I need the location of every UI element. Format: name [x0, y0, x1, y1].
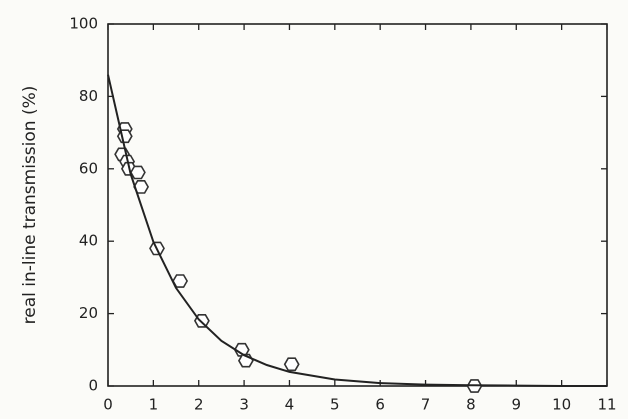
- y-tick-label: 60: [79, 159, 98, 177]
- data-point: [131, 166, 145, 178]
- x-tick-label: 5: [330, 396, 340, 414]
- y-axis-label: real in-line transmission (%): [20, 86, 40, 325]
- x-tick-label: 8: [466, 396, 476, 414]
- data-point: [118, 130, 132, 142]
- y-tick-label: 40: [79, 232, 98, 250]
- x-tick-label: 7: [421, 396, 431, 414]
- chart: real in-line transmission (%) 0 1 2 3 4 5 6 7 8 9…: [0, 0, 628, 419]
- background: [0, 0, 628, 419]
- x-tick-label: 2: [194, 396, 204, 414]
- x-tick-label: 3: [239, 396, 249, 414]
- y-tick-label: 20: [79, 304, 98, 322]
- y-tick-label: 100: [69, 15, 98, 33]
- y-tick-label: 0: [88, 377, 98, 395]
- x-tick-label: 10: [552, 396, 571, 414]
- x-tick-label: 6: [375, 396, 385, 414]
- data-point: [285, 358, 299, 370]
- y-tick-label: 80: [79, 87, 98, 105]
- x-tick-label: 0: [103, 396, 113, 414]
- x-tick-label: 11: [597, 396, 616, 414]
- x-tick-label: 9: [511, 396, 521, 414]
- x-tick-label: 4: [285, 396, 295, 414]
- x-tick-label: 1: [149, 396, 159, 414]
